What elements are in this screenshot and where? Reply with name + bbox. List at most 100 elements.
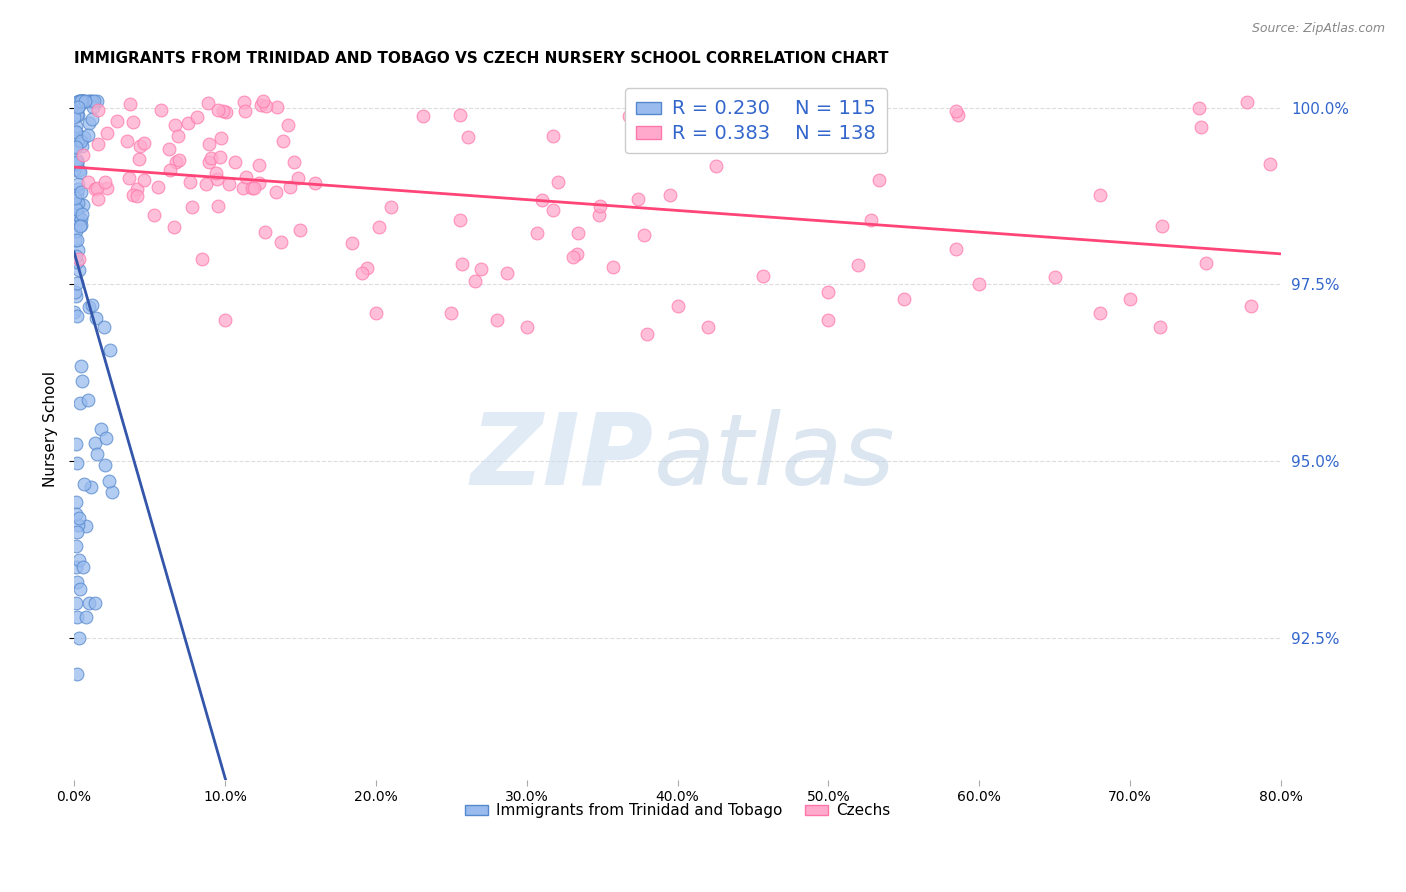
Point bbox=[200, 152, 222, 166]
Point bbox=[80, 112, 103, 126]
Point bbox=[1236, 95, 1258, 109]
Point bbox=[86, 94, 108, 108]
Point bbox=[77, 116, 100, 130]
Point bbox=[526, 226, 548, 240]
Text: atlas: atlas bbox=[654, 409, 896, 506]
Point bbox=[69, 94, 91, 108]
Point bbox=[66, 108, 89, 122]
Point bbox=[73, 477, 96, 491]
Point bbox=[122, 188, 145, 202]
Point bbox=[66, 153, 89, 168]
Point bbox=[496, 266, 519, 280]
Point bbox=[76, 392, 98, 407]
Point bbox=[252, 94, 274, 108]
Point bbox=[70, 212, 93, 227]
Point bbox=[1090, 187, 1112, 202]
Point bbox=[194, 177, 217, 191]
Point bbox=[165, 155, 187, 169]
Point bbox=[83, 181, 105, 195]
Point bbox=[83, 435, 105, 450]
Point bbox=[304, 177, 326, 191]
Point bbox=[159, 163, 181, 178]
Point bbox=[846, 258, 869, 272]
Point bbox=[75, 519, 97, 533]
Point bbox=[271, 134, 294, 148]
Point bbox=[1149, 319, 1171, 334]
Point bbox=[128, 138, 150, 153]
Point bbox=[181, 200, 204, 214]
Point bbox=[67, 196, 90, 211]
Point bbox=[1043, 270, 1066, 285]
Point bbox=[72, 94, 94, 108]
Point bbox=[66, 177, 89, 191]
Point bbox=[65, 224, 87, 238]
Point bbox=[70, 94, 93, 108]
Point bbox=[70, 186, 93, 200]
Point bbox=[211, 103, 233, 118]
Point bbox=[66, 276, 89, 290]
Point bbox=[163, 118, 186, 132]
Point bbox=[167, 153, 190, 167]
Point bbox=[69, 165, 91, 179]
Point bbox=[671, 103, 693, 117]
Point bbox=[633, 227, 655, 242]
Legend: Immigrants from Trinidad and Tobago, Czechs: Immigrants from Trinidad and Tobago, Cze… bbox=[460, 797, 896, 824]
Point bbox=[191, 252, 214, 267]
Text: IMMIGRANTS FROM TRINIDAD AND TOBAGO VS CZECH NURSERY SCHOOL CORRELATION CHART: IMMIGRANTS FROM TRINIDAD AND TOBAGO VS C… bbox=[75, 51, 889, 66]
Point bbox=[232, 180, 254, 194]
Point bbox=[75, 610, 97, 624]
Point bbox=[565, 247, 588, 261]
Point bbox=[72, 94, 94, 108]
Point bbox=[63, 190, 86, 204]
Point bbox=[70, 374, 93, 388]
Point bbox=[134, 136, 156, 150]
Point bbox=[367, 219, 389, 234]
Point bbox=[627, 192, 650, 206]
Point bbox=[209, 130, 232, 145]
Point bbox=[83, 94, 105, 108]
Point bbox=[457, 129, 479, 144]
Point bbox=[67, 99, 90, 113]
Point bbox=[277, 118, 299, 132]
Point bbox=[65, 202, 87, 217]
Point bbox=[65, 140, 87, 154]
Point bbox=[65, 249, 87, 263]
Point bbox=[706, 159, 728, 173]
Point bbox=[65, 198, 87, 212]
Point bbox=[67, 263, 90, 277]
Point bbox=[945, 242, 967, 256]
Point bbox=[1189, 120, 1212, 134]
Point bbox=[198, 136, 221, 151]
Text: ZIP: ZIP bbox=[471, 409, 654, 506]
Point bbox=[567, 226, 589, 240]
Point bbox=[146, 180, 169, 194]
Point bbox=[66, 187, 89, 202]
Point bbox=[66, 182, 89, 196]
Point bbox=[65, 119, 87, 133]
Point bbox=[143, 208, 166, 222]
Point bbox=[72, 148, 94, 162]
Point bbox=[636, 326, 658, 341]
Point bbox=[67, 162, 90, 177]
Point bbox=[287, 170, 309, 185]
Point bbox=[1240, 299, 1263, 313]
Point bbox=[96, 181, 118, 195]
Point bbox=[1088, 306, 1111, 320]
Point bbox=[647, 114, 669, 128]
Point bbox=[66, 254, 89, 268]
Point bbox=[197, 96, 219, 111]
Point bbox=[70, 138, 93, 153]
Point bbox=[817, 285, 839, 299]
Point bbox=[440, 306, 463, 320]
Point bbox=[207, 103, 229, 117]
Point bbox=[283, 155, 305, 169]
Point bbox=[166, 129, 188, 144]
Point bbox=[205, 171, 228, 186]
Point bbox=[969, 277, 991, 292]
Point bbox=[63, 124, 86, 138]
Point bbox=[63, 305, 86, 319]
Point bbox=[90, 421, 112, 435]
Point bbox=[69, 582, 91, 596]
Point bbox=[65, 539, 87, 553]
Point bbox=[67, 94, 90, 108]
